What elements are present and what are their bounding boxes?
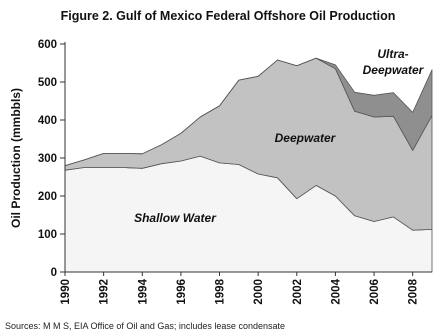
x-tick-label: 1990 bbox=[60, 279, 72, 305]
y-tick-label: 400 bbox=[38, 115, 57, 127]
x-tick-label: 1998 bbox=[215, 278, 227, 304]
x-tick-label: 1992 bbox=[99, 279, 111, 305]
y-tick-label: 500 bbox=[38, 77, 57, 89]
chart-areas bbox=[64, 57, 433, 273]
chart-title: Figure 2. Gulf of Mexico Federal Offshor… bbox=[61, 9, 396, 23]
y-tick-label: 0 bbox=[51, 267, 57, 279]
y-tick-label: 200 bbox=[38, 191, 57, 203]
x-tick-label: 2002 bbox=[292, 279, 304, 305]
chart-source: Sources: M M S, EIA Office of Oil and Ga… bbox=[5, 321, 285, 331]
series-label-ultra-deepwater-line2: Deepwater bbox=[363, 63, 425, 77]
x-tick-label: 2008 bbox=[408, 278, 420, 304]
x-tick-label: 2000 bbox=[253, 279, 265, 305]
series-label-shallow-water: Shallow Water bbox=[134, 211, 217, 225]
x-tick-label: 1996 bbox=[176, 279, 188, 305]
x-tick-label: 2004 bbox=[330, 278, 342, 304]
area-ultra-deepwater bbox=[64, 57, 433, 166]
y-tick-label: 100 bbox=[38, 229, 57, 241]
x-tick-label: 2006 bbox=[369, 279, 381, 305]
series-label-ultra-deepwater-line1: Ultra- bbox=[377, 47, 408, 61]
x-axis-ticks: 1990 1992 1994 1996 1998 2000 2002 2004 2006 2008 bbox=[60, 272, 420, 305]
y-tick-label: 600 bbox=[38, 39, 57, 51]
y-axis-ticks: 0 100 200 300 400 500 600 bbox=[38, 39, 65, 279]
y-tick-label: 300 bbox=[38, 153, 57, 165]
y-axis-label: Oil Production (mmbbls) bbox=[9, 88, 23, 228]
x-tick-label: 1994 bbox=[137, 278, 149, 304]
series-label-deepwater: Deepwater bbox=[275, 131, 337, 145]
